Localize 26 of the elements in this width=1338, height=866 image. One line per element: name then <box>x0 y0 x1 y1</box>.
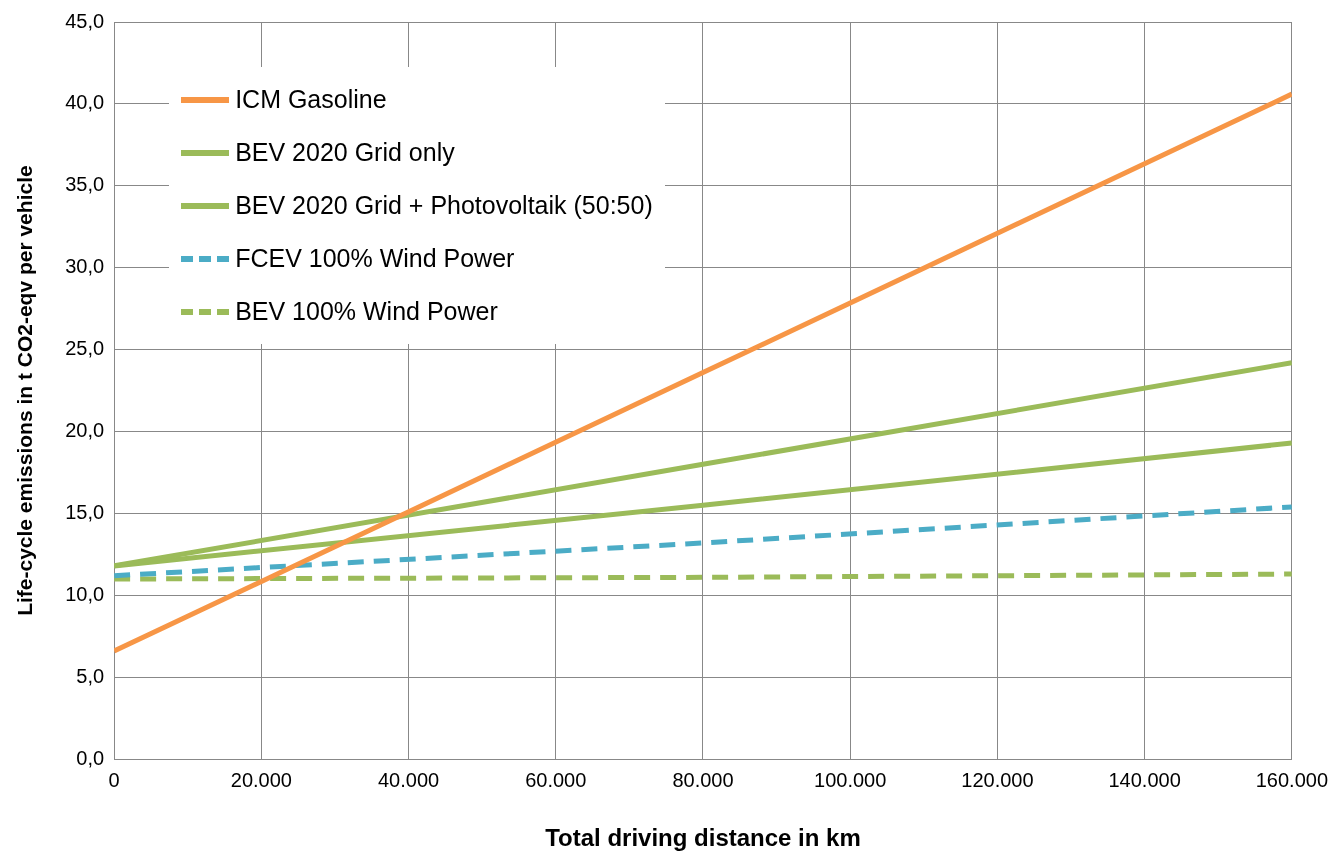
x-tick-label: 160.000 <box>1255 768 1328 791</box>
y-tick-label: 10,0 <box>65 582 105 605</box>
x-tick-label: 20.000 <box>230 768 292 791</box>
y-tick-label: 0,0 <box>76 746 105 769</box>
y-tick-label: 40,0 <box>65 91 105 114</box>
x-tick-label: 140.000 <box>1108 768 1181 791</box>
x-tick-label: 80.000 <box>672 768 734 791</box>
legend-label: BEV 100% Wind Power <box>235 297 498 326</box>
y-tick-label: 20,0 <box>65 419 105 442</box>
x-tick-label: 100.000 <box>814 768 887 791</box>
x-tick-label: 40.000 <box>377 768 440 791</box>
y-tick-label: 25,0 <box>65 337 105 360</box>
y-tick-label: 35,0 <box>65 173 105 196</box>
legend-label: ICM Gasoline <box>235 85 387 114</box>
x-axis-title: Total driving distance in km <box>545 824 861 852</box>
y-tick-label: 5,0 <box>76 664 105 687</box>
x-tick-label: 120.000 <box>961 768 1034 791</box>
y-tick-label: 30,0 <box>65 255 105 278</box>
x-tick-label: 0 <box>108 768 120 791</box>
legend-label: BEV 2020 Grid only <box>235 138 455 167</box>
y-axis-title: Life-cycle emissions in t CO2-eqv per vehicle <box>13 165 37 616</box>
y-tick-label: 45,0 <box>65 9 105 32</box>
y-tick-label: 15,0 <box>65 500 105 523</box>
legend-label: BEV 2020 Grid + Photovoltaik (50:50) <box>235 191 653 220</box>
legend-label: FCEV 100% Wind Power <box>235 244 515 273</box>
x-tick-label: 60.000 <box>525 768 587 791</box>
